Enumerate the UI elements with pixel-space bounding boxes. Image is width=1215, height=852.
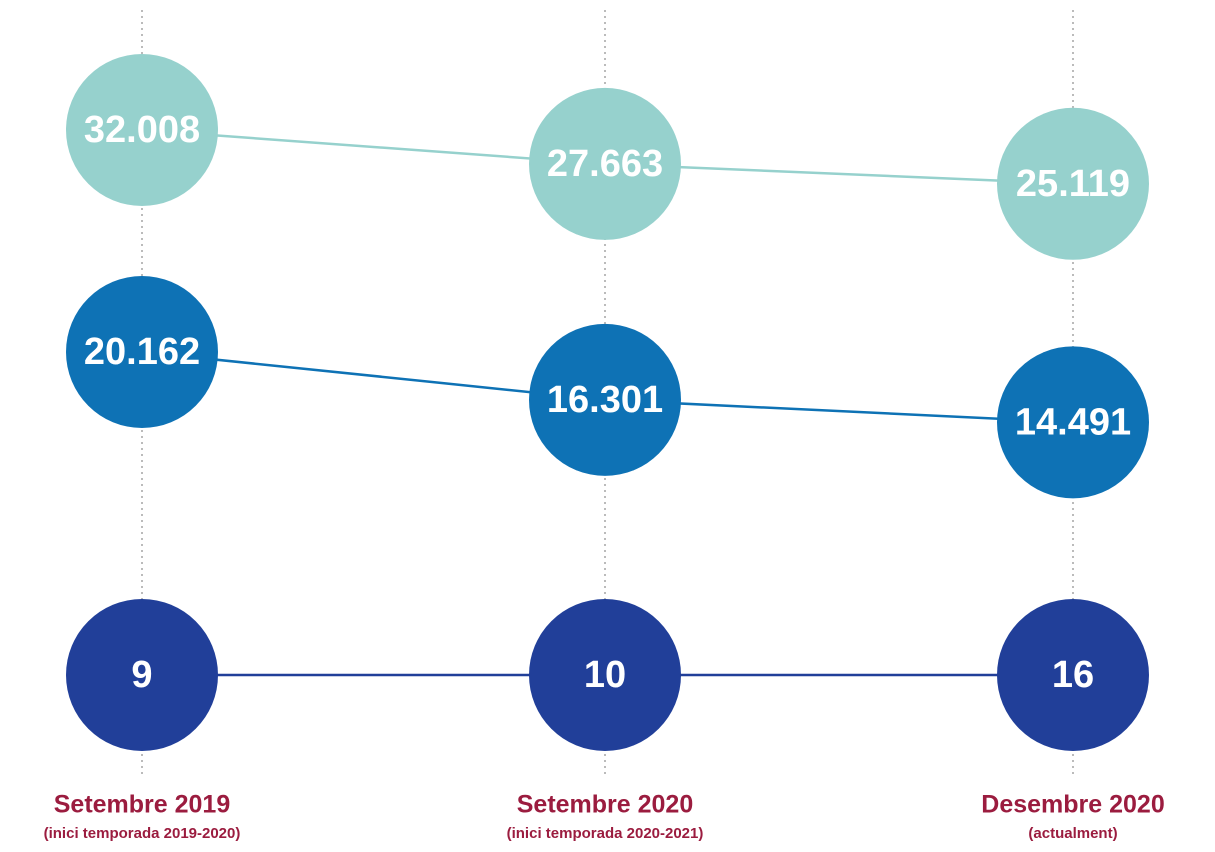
value-label: 20.162 [84, 331, 200, 373]
bubble [997, 346, 1149, 499]
value-label: 14.491 [1015, 401, 1131, 443]
category-note: (inici temporada 2019-2020) [44, 825, 241, 842]
value-label: 32.008 [84, 109, 200, 151]
category-note: (inici temporada 2020-2021) [507, 825, 704, 842]
category-label: Setembre 2020 [517, 791, 694, 819]
bubble [997, 599, 1149, 751]
bubble [529, 599, 681, 751]
value-label: 10 [584, 654, 626, 696]
bubble [997, 107, 1149, 260]
value-label: 16.301 [547, 379, 663, 421]
value-label: 16 [1052, 654, 1094, 696]
bubble [66, 54, 218, 206]
bubble [66, 276, 218, 428]
bubble [66, 599, 218, 751]
bubble [529, 323, 681, 476]
value-label: 27.663 [547, 143, 663, 185]
category-label: Setembre 2019 [54, 791, 231, 819]
value-label: 9 [131, 654, 152, 696]
category-note: (actualment) [1028, 825, 1117, 842]
value-label: 25.119 [1016, 163, 1130, 205]
bubble [529, 87, 681, 240]
category-label: Desembre 2020 [981, 791, 1164, 819]
